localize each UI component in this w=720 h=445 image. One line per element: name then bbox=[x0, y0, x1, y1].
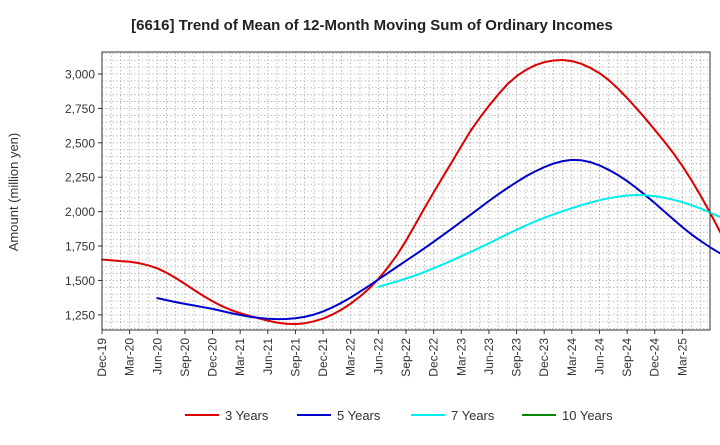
x-tick-label: Jun-21 bbox=[261, 338, 275, 375]
x-tick-label: Dec-24 bbox=[648, 338, 662, 377]
y-tick-label: 3,000 bbox=[65, 68, 95, 82]
legend: 3 Years 5 Years 7 Years 10 Years bbox=[185, 408, 613, 423]
legend-label: 5 Years bbox=[337, 408, 381, 423]
x-tick-label: Mar-23 bbox=[454, 338, 468, 376]
legend-label: 3 Years bbox=[225, 408, 269, 423]
legend-label: 7 Years bbox=[451, 408, 495, 423]
y-axis-ticks: 1,250 1,500 1,750 2,000 2,250 2,500 2,750 3,000 bbox=[65, 68, 102, 322]
x-tick-label: Dec-19 bbox=[95, 338, 109, 377]
y-tick-label: 1,250 bbox=[65, 308, 95, 322]
series-layer bbox=[101, 59, 720, 326]
y-tick-label: 1,750 bbox=[65, 240, 95, 254]
x-tick-label: Jun-22 bbox=[371, 338, 385, 375]
x-tick-label: Mar-24 bbox=[565, 338, 579, 376]
x-tick-label: Jun-23 bbox=[482, 338, 496, 375]
x-tick-label: Sep-23 bbox=[510, 338, 524, 377]
x-tick-label: Dec-23 bbox=[537, 338, 551, 377]
series-line-7-years bbox=[377, 194, 720, 288]
x-tick-label: Mar-22 bbox=[344, 338, 358, 376]
x-tick-label: Dec-20 bbox=[206, 338, 220, 377]
x-tick-label: Mar-21 bbox=[233, 338, 247, 376]
chart-title: [6616] Trend of Mean of 12-Month Moving … bbox=[131, 17, 613, 34]
x-tick-label: Dec-22 bbox=[427, 338, 441, 377]
legend-label: 10 Years bbox=[562, 408, 613, 423]
x-tick-label: Sep-22 bbox=[399, 338, 413, 377]
x-tick-label: Sep-24 bbox=[620, 338, 634, 377]
x-tick-label: Dec-21 bbox=[316, 338, 330, 377]
grid-layer bbox=[102, 52, 710, 330]
series-line-3-years bbox=[101, 59, 720, 326]
y-axis-label: Amount (million yen) bbox=[6, 133, 21, 252]
x-axis-ticks: Dec-19 Mar-20 Jun-20 Sep-20 Dec-20 Mar-21 Jun-… bbox=[95, 330, 689, 377]
x-tick-label: Mar-20 bbox=[123, 338, 137, 376]
x-tick-label: Jun-24 bbox=[592, 338, 606, 375]
x-tick-label: Jun-20 bbox=[150, 338, 164, 375]
plot-frame bbox=[101, 51, 711, 331]
y-tick-label: 1,500 bbox=[65, 274, 95, 288]
y-tick-label: 2,500 bbox=[65, 136, 95, 150]
y-tick-label: 2,750 bbox=[65, 102, 95, 116]
series-line-5-years bbox=[156, 158, 720, 321]
x-tick-label: Mar-25 bbox=[675, 338, 689, 376]
x-tick-label: Sep-20 bbox=[178, 338, 192, 377]
y-tick-label: 2,000 bbox=[65, 205, 95, 219]
y-tick-label: 2,250 bbox=[65, 171, 95, 185]
x-tick-label: Sep-21 bbox=[288, 338, 302, 377]
